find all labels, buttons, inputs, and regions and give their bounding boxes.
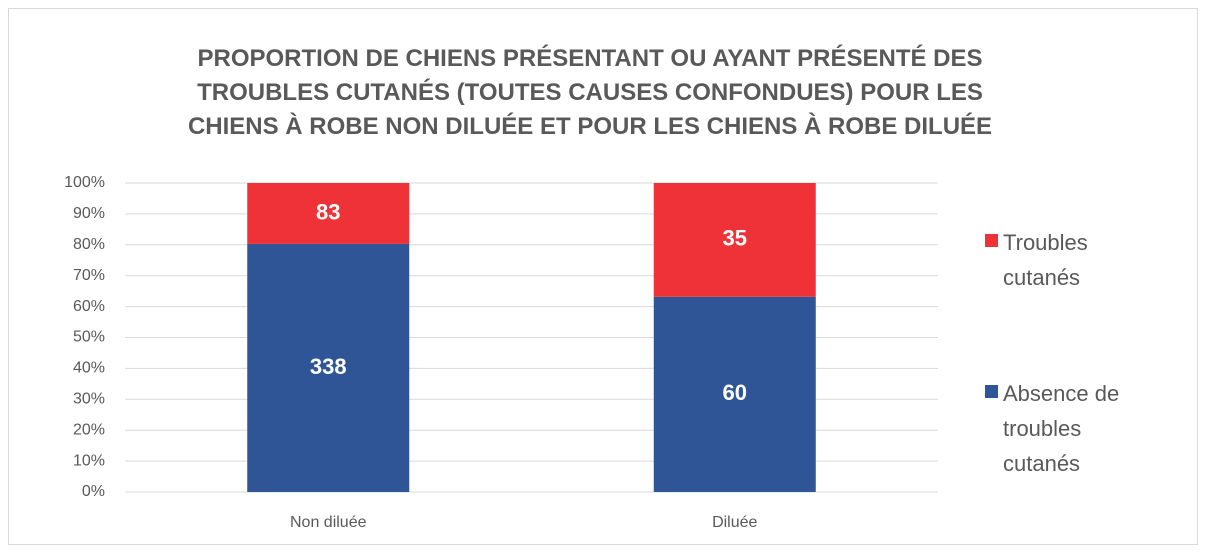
y-tick-label: 20% [73,421,105,438]
data-label: 35 [723,226,747,251]
y-tick-label: 50% [73,329,105,346]
y-tick-label: 70% [73,267,105,284]
legend-label: Troubles cutanés [1003,229,1088,290]
bar-segment [653,296,816,492]
x-tick-label: Non diluée [290,514,367,531]
x-tick-label: Diluée [712,514,757,531]
legend-label: Absence de troubles cutanés [1003,380,1120,476]
chart-frame [8,8,1198,545]
data-label: 60 [723,380,747,405]
y-tick-label: 10% [73,452,105,469]
y-tick-label: 100% [64,174,105,191]
data-label: 338 [310,354,347,379]
bar-segment [247,243,410,492]
legend-swatch [985,385,998,398]
bar-segment [247,183,410,244]
chart-title: PROPORTION DE CHIENS PRÉSENTANT OU AYANT… [187,45,993,140]
y-tick-label: 60% [73,298,105,315]
y-tick-label: 0% [82,483,105,500]
y-tick-label: 40% [73,360,105,377]
y-tick-label: 80% [73,236,105,253]
y-tick-label: 30% [73,391,105,408]
bar-segment [653,183,816,297]
legend-swatch [985,234,998,247]
y-tick-label: 90% [73,205,105,222]
data-label: 83 [316,199,340,224]
